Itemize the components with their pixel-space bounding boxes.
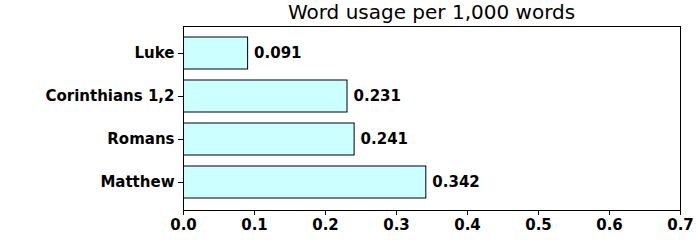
svg-text:Corinthians 1,2: Corinthians 1,2	[45, 87, 174, 105]
svg-text:0.4: 0.4	[454, 216, 481, 234]
svg-text:0.7: 0.7	[667, 216, 694, 234]
svg-text:Matthew: Matthew	[100, 173, 174, 191]
svg-text:Romans: Romans	[107, 130, 174, 148]
svg-text:0.3: 0.3	[383, 216, 410, 234]
svg-text:0.091: 0.091	[254, 44, 301, 62]
svg-text:0.2: 0.2	[312, 216, 339, 234]
svg-text:0.0: 0.0	[170, 216, 197, 234]
svg-text:0.231: 0.231	[354, 87, 401, 105]
svg-text:0.5: 0.5	[525, 216, 552, 234]
svg-text:0.1: 0.1	[241, 216, 268, 234]
html-text:Word usage per 1,000 words: Word usage per 1,000 words	[287, 0, 576, 24]
svg-text:0.241: 0.241	[361, 130, 408, 148]
svg-text:Luke: Luke	[135, 44, 175, 62]
svg-text:0.6: 0.6	[596, 216, 623, 234]
svg-text:0.342: 0.342	[432, 173, 479, 191]
